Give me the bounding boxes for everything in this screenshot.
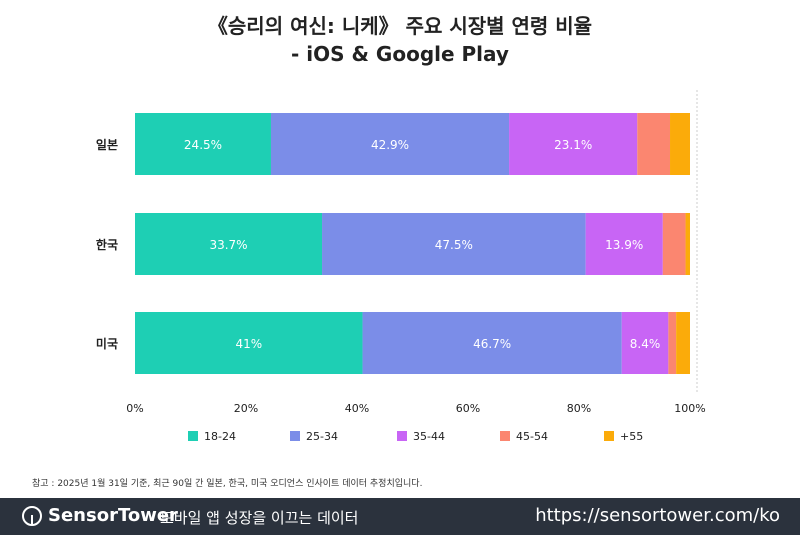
legend-label: 45-54: [516, 430, 548, 443]
chart: 일본 24.5% 42.9% 23.1% 한국 33.7% 47.5% 13.9% 미국 41% 4…: [96, 90, 706, 443]
bar-segment-+55: [676, 312, 690, 374]
chart-title: 《승리의 여신: 니케》 주요 시장별 연령 비율: [207, 14, 593, 38]
data-label: 47.5%: [435, 238, 473, 252]
bar-segment-45-54: [662, 213, 686, 275]
bar-segment-18-24: [135, 213, 323, 275]
legend-swatch: [500, 431, 510, 441]
legend-swatch: [397, 431, 407, 441]
chart-subtitle: - iOS & Google Play: [291, 42, 509, 66]
bar-segment-18-24: [135, 312, 363, 374]
legend-label: 18-24: [204, 430, 236, 443]
url-link[interactable]: https://sensortower.com/ko: [535, 505, 780, 526]
data-label: 46.7%: [473, 337, 511, 351]
bar-segment-25-34: [322, 213, 586, 275]
logo-icon: [22, 505, 42, 526]
legend-label: +55: [620, 430, 643, 443]
data-label: 33.7%: [209, 238, 247, 252]
data-label: 13.9%: [605, 238, 643, 252]
x-tick-label: 0%: [126, 402, 143, 415]
category-label: 미국: [96, 336, 118, 351]
data-label: 23.1%: [554, 138, 592, 152]
footer: SensorTower 모바일 앱 성장을 이끄는 데이터 https://se…: [0, 498, 800, 535]
legend-label: 25-34: [306, 430, 338, 443]
data-label: 42.9%: [371, 138, 409, 152]
bar-segment-35-44: [509, 113, 638, 175]
category-label: 일본: [96, 138, 118, 152]
bar-segment-25-34: [270, 113, 510, 175]
data-label: 41%: [235, 337, 262, 351]
sensortower-logo: SensorTower: [22, 505, 178, 526]
x-tick-label: 40%: [345, 402, 369, 415]
legend-label: 35-44: [413, 430, 445, 443]
legend-swatch: [604, 431, 614, 441]
footnote: 참고 : 2025년 1월 31일 기준, 최근 90일 간 일본, 한국, 미…: [32, 479, 423, 489]
bar-segment-+55: [670, 113, 690, 175]
bar-segment-35-44: [621, 312, 669, 374]
brand-name: SensorTower: [48, 505, 178, 526]
legend-swatch: [188, 431, 198, 441]
data-label: 24.5%: [184, 138, 222, 152]
x-tick-label: 100%: [674, 402, 705, 415]
category-label: 한국: [96, 237, 118, 252]
tagline: 모바일 앱 성장을 이끄는 데이터: [160, 509, 359, 527]
bar-segment-35-44: [585, 213, 663, 275]
x-tick-label: 60%: [456, 402, 480, 415]
bar-segment-18-24: [135, 113, 271, 175]
legend-swatch: [290, 431, 300, 441]
data-label: 8.4%: [630, 337, 661, 351]
bar-segment-25-34: [362, 312, 622, 374]
x-tick-label: 20%: [234, 402, 258, 415]
bar-segment-+55: [685, 213, 690, 275]
bar-segment-45-54: [637, 113, 671, 175]
x-tick-label: 80%: [567, 402, 591, 415]
bar-segment-45-54: [668, 312, 677, 374]
